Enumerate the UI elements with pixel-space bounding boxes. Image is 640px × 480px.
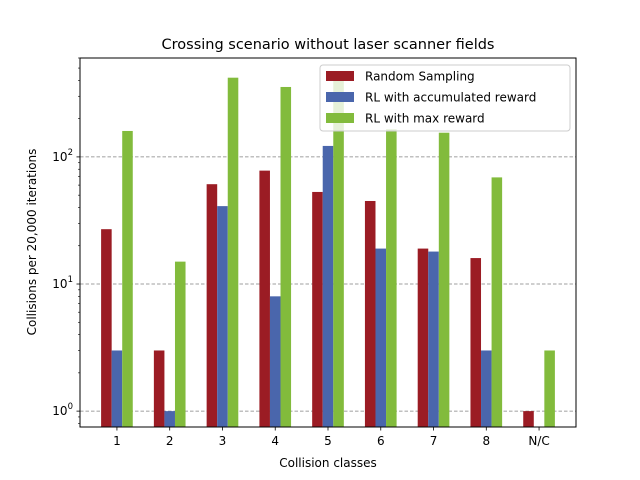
bar (227, 77, 239, 427)
x-tick-label: 4 (271, 434, 279, 448)
bar (111, 350, 123, 427)
bar (217, 206, 228, 427)
bar (481, 350, 492, 427)
chart-title: Crossing scenario without laser scanner … (162, 37, 495, 53)
bar (523, 411, 534, 427)
legend-swatch-accumulated (326, 92, 354, 102)
legend-label-max: RL with max reward (365, 112, 485, 126)
y-tick-label: 101 (52, 275, 73, 291)
bar (164, 411, 175, 427)
legend-box (319, 64, 571, 132)
bar (322, 145, 334, 428)
y-tick-label: 102 (52, 148, 73, 164)
bar (174, 261, 186, 427)
bars (101, 77, 555, 428)
bar (417, 248, 429, 427)
x-tick-label: 2 (166, 434, 174, 448)
bar (491, 177, 503, 427)
bar (438, 132, 450, 427)
x-tick-label: 3 (219, 434, 227, 448)
legend-swatch-max (326, 113, 354, 123)
bar (312, 191, 323, 427)
bar (428, 251, 439, 427)
x-tick-label: N/C (528, 434, 549, 448)
bar (386, 129, 397, 427)
bar (544, 350, 555, 427)
bar (333, 80, 344, 427)
legend-label-random: Random Sampling (365, 70, 475, 84)
y-axis-ticks: 100 101 102 (52, 57, 80, 424)
legend: Random Sampling RL with accumulated rewa… (319, 64, 571, 132)
x-tick-label: 1 (113, 434, 121, 448)
bar (470, 258, 482, 427)
x-tick-label: 7 (430, 434, 438, 448)
x-tick-label: 5 (324, 434, 332, 448)
bar (375, 248, 387, 427)
bar (364, 200, 376, 427)
bar (280, 86, 292, 428)
x-tick-label: 8 (482, 434, 490, 448)
bar (206, 184, 218, 427)
y-tick-label: 100 (52, 402, 73, 418)
bar (269, 296, 281, 427)
y-axis-label: Collisions per 20,000 iterations (25, 149, 39, 336)
legend-label-accumulated: RL with accumulated reward (365, 91, 536, 105)
x-axis-ticks: 1 2 3 4 5 6 7 8 N/C (113, 427, 550, 448)
bar (153, 350, 165, 427)
bar (259, 170, 270, 428)
bar (122, 130, 133, 428)
bar (101, 229, 112, 427)
x-tick-label: 6 (377, 434, 385, 448)
legend-swatch-random (326, 71, 354, 81)
x-axis-label: Collision classes (279, 456, 377, 470)
